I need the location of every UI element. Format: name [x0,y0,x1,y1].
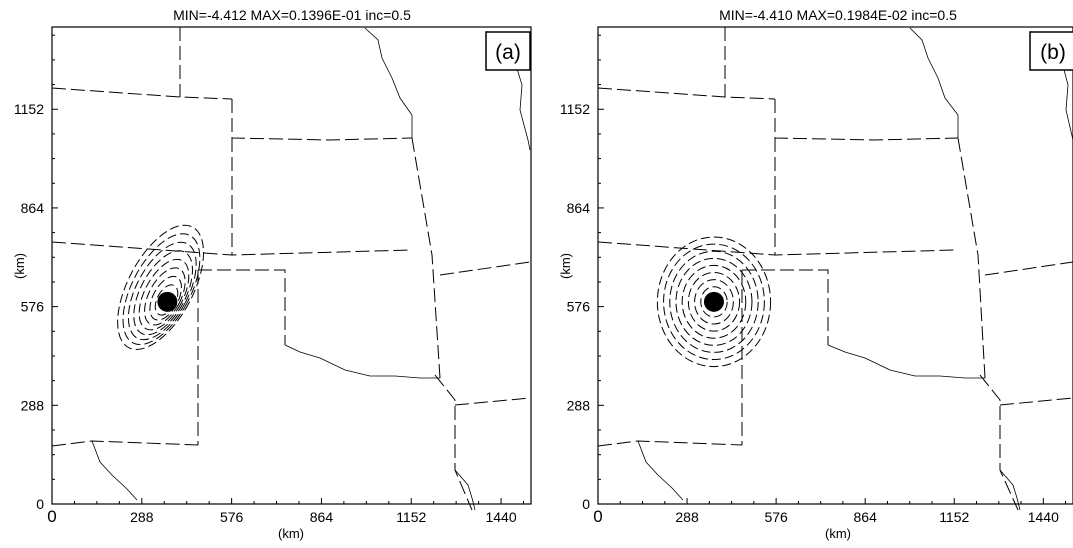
y-ticks: 0 288 576 864 1152 [560,34,604,512]
contour-line [669,250,759,353]
y-tick-label: 1152 [14,101,44,117]
panel-label-box [485,31,531,71]
low-center [703,291,724,312]
rivers [91,27,531,511]
y-tick-label: 864 [21,200,45,216]
y-tick-label: 576 [21,299,45,315]
contours [656,236,772,368]
contour-line [687,272,741,332]
y-axis-label: (km) [12,253,27,279]
x-ticks: 0 288 576 864 1152 1440 [47,498,525,526]
x-tick-label: 864 [310,509,334,525]
minimum-marker [157,291,178,312]
plot-frame [597,26,1073,505]
panel-b: MIN=-4.410 MAX=0.1984E-02 inc=0.5 0 288 57… [558,7,1073,541]
contour-line [122,233,201,346]
x-axis-label: (km) [278,526,304,541]
x-tick-label: 0 [593,507,602,526]
panel-label-box [1029,31,1073,71]
x-tick-label: 576 [220,509,244,525]
x-tick-label: 1152 [939,509,969,525]
x-tick-label: 576 [764,509,788,525]
y-tick-label: 288 [21,397,45,413]
map-boundaries [597,27,1073,511]
contour-line [700,286,728,318]
panel-label: (b) [1040,41,1066,64]
contour-line [133,250,193,336]
y-tick-label: 288 [567,397,591,413]
y-tick-label: 0 [36,496,44,512]
contour-line [144,267,186,326]
low-center [157,291,178,312]
y-axis-label: (km) [558,253,573,279]
x-tick-label: 288 [130,509,154,525]
minimum-marker [703,291,724,312]
chart-title: MIN=-4.410 MAX=0.1984E-02 inc=0.5 [719,7,957,23]
panel-label: (a) [495,41,521,64]
map-boundaries [51,27,531,511]
contour-line [675,257,753,346]
y-tick-label: 1152 [560,101,590,117]
contour-line [681,264,747,339]
x-tick-label: 864 [854,509,878,525]
contour-line [117,224,205,350]
contour-line [663,243,765,361]
x-tick-label: 288 [675,509,699,525]
contour-line [138,258,190,331]
x-ticks: 0 288 576 864 1152 1440 [593,498,1067,526]
plot-frame [51,26,532,505]
rivers [637,27,1073,511]
x-tick-label: 1152 [396,509,426,525]
x-axis-label: (km) [825,526,851,541]
chart-title: MIN=-4.412 MAX=0.1396E-01 inc=0.5 [173,7,411,23]
x-tick-label: 1440 [1028,509,1059,525]
contours [117,224,205,350]
y-tick-label: 0 [582,496,590,512]
x-tick-label: 1440 [485,509,516,525]
y-tick-label: 864 [567,200,591,216]
contour-line [656,236,772,368]
y-ticks: 0 288 576 864 1152 [14,34,58,512]
contour-line [127,241,197,341]
panel-a: MIN=-4.412 MAX=0.1396E-01 inc=0.5 0 288 57… [12,7,532,541]
y-tick-label: 576 [567,299,591,315]
contour-line [694,279,734,325]
x-tick-label: 0 [47,507,56,526]
